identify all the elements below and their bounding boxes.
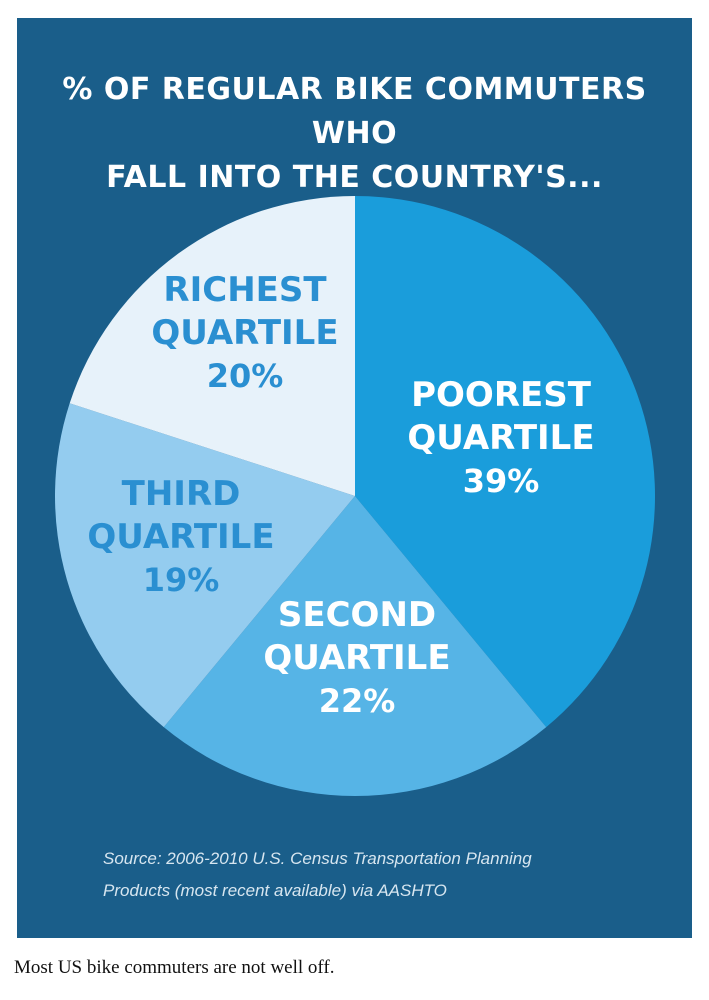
slice-1-value-label: 22% — [319, 682, 396, 720]
slice-0-name-line-2: QUARTILE — [407, 418, 594, 458]
slice-2-name-line-2: QUARTILE — [87, 517, 274, 557]
slice-2-name-line-1: THIRD — [122, 474, 241, 514]
source-line-2: Products (most recent available) via AAS… — [103, 881, 447, 900]
slice-1-name-line-1: SECOND — [278, 595, 436, 635]
source-note: Source: 2006-2010 U.S. Census Transporta… — [103, 843, 663, 907]
chart-title-line-1: % OF REGULAR BIKE COMMUTERS WHO — [62, 72, 647, 151]
pie-chart: POORESTQUARTILE39%SECONDQUARTILE22%THIRD… — [54, 196, 655, 797]
slice-0-name-line-1: POOREST — [411, 375, 592, 415]
infographic-panel: % OF REGULAR BIKE COMMUTERS WHO FALL INT… — [17, 18, 692, 938]
slice-3-name-line-1: RICHEST — [163, 270, 327, 310]
slice-1-name-line-2: QUARTILE — [263, 638, 450, 678]
pie-slice-0 — [355, 196, 655, 728]
chart-title-line-2: FALL INTO THE COUNTRY'S... — [106, 160, 603, 195]
slice-3-value-label: 20% — [207, 357, 284, 395]
source-line-1: Source: 2006-2010 U.S. Census Transporta… — [103, 849, 532, 868]
pie-slice-2 — [54, 403, 355, 728]
slice-3-name-line-2: QUARTILE — [151, 313, 338, 353]
pie-slice-1 — [163, 496, 547, 797]
figure-caption: Most US bike commuters are not well off. — [14, 957, 335, 978]
slice-2-value-label: 19% — [143, 561, 220, 599]
pie-slice-3 — [69, 196, 355, 496]
slice-0-value-label: 39% — [463, 462, 540, 500]
chart-title: % OF REGULAR BIKE COMMUTERS WHO FALL INT… — [17, 68, 692, 200]
